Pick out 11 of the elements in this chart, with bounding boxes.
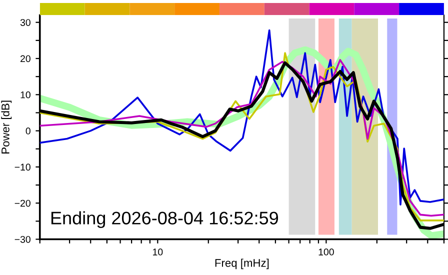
annotation: Ending 2026-08-04 16:52:59 — [51, 211, 278, 228]
y-tick-label: 0 — [26, 128, 30, 134]
y-tick-label: −20 — [14, 200, 30, 207]
y-tick-label: 20 — [20, 55, 30, 62]
y-tick-label: −30 — [14, 236, 30, 243]
y-axis-title: Power [dB] — [1, 100, 12, 154]
y-tick-label: 30 — [20, 19, 30, 26]
y-tick-label: −10 — [14, 164, 30, 171]
x-axis-title: Freq [mHz] — [215, 258, 269, 270]
y-tick-label: 10 — [20, 91, 30, 98]
x-tick-label: 100 — [318, 248, 334, 256]
